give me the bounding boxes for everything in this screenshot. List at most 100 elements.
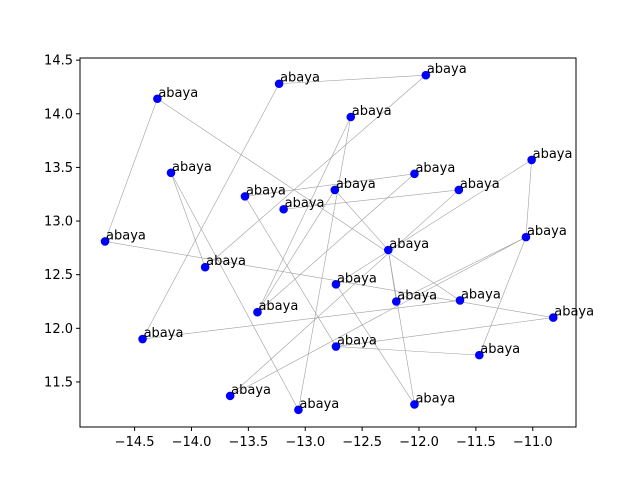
point-label-0: abaya xyxy=(106,228,146,243)
connection-line-20 xyxy=(335,284,415,405)
plot-frame xyxy=(79,57,577,428)
y-tick-label-4: 13.5 xyxy=(44,161,73,176)
data-point-19 xyxy=(475,350,484,360)
point-label-12: abaya xyxy=(527,224,567,239)
connection-line-5 xyxy=(257,173,415,313)
x-tick-label-0: −14.5 xyxy=(115,435,155,450)
point-label-20: abaya xyxy=(231,383,271,398)
point-label-2: abaya xyxy=(461,287,501,302)
y-tick-label-0: 11.5 xyxy=(44,375,73,390)
connection-line-26 xyxy=(335,346,480,356)
connection-line-27 xyxy=(244,196,337,347)
connection-line-2 xyxy=(157,98,461,301)
connection-line-13 xyxy=(142,83,280,340)
point-label-16: abaya xyxy=(397,288,437,303)
data-point-1 xyxy=(153,94,162,104)
connection-lines xyxy=(104,74,554,410)
data-point-3 xyxy=(253,307,262,317)
connection-line-0 xyxy=(104,98,158,242)
connection-line-1 xyxy=(104,241,554,318)
connection-line-3 xyxy=(142,300,460,340)
data-point-17 xyxy=(548,313,558,322)
connection-line-4 xyxy=(335,317,554,347)
data-point-20 xyxy=(225,391,235,401)
point-labels: abayaabayaabayaabayaabayaabayaabayaabaya… xyxy=(106,62,594,412)
y-tick-label-3: 13.0 xyxy=(44,215,73,230)
connection-line-19 xyxy=(335,159,532,285)
connection-line-25 xyxy=(479,237,527,356)
x-axis-ticks: −14.5 −14.0 −13.5 −13.0 −12.5 −12.0 −11.5 −11.0 xyxy=(115,427,553,450)
point-label-8: abaya xyxy=(285,196,325,211)
point-label-3: abaya xyxy=(258,299,298,314)
point-label-5: abaya xyxy=(172,160,212,175)
data-point-25 xyxy=(346,112,356,122)
x-tick-label-4: −12.5 xyxy=(342,435,382,450)
data-point-22 xyxy=(200,262,210,272)
data-point-12 xyxy=(521,232,531,242)
data-point-23 xyxy=(274,79,284,89)
connection-line-22 xyxy=(283,189,459,210)
y-tick-label-6: 14.5 xyxy=(44,54,73,69)
connection-line-14 xyxy=(334,189,389,251)
data-point-7 xyxy=(330,185,340,195)
point-label-18: abaya xyxy=(337,334,377,349)
point-label-14: abaya xyxy=(246,183,286,198)
data-point-11 xyxy=(410,400,419,409)
point-label-4: abaya xyxy=(415,161,455,176)
point-label-23: abaya xyxy=(280,71,320,86)
connection-line-10 xyxy=(170,172,206,268)
point-label-21: abaya xyxy=(144,326,184,341)
x-tick-label-5: −12.0 xyxy=(399,435,439,450)
data-point-21 xyxy=(138,334,147,344)
data-point-6 xyxy=(294,405,303,415)
point-label-22: abaya xyxy=(206,254,246,269)
x-tick-label-3: −13.0 xyxy=(285,435,325,450)
data-point-15 xyxy=(331,280,341,289)
point-label-7: abaya xyxy=(336,177,376,192)
data-point-16 xyxy=(391,297,401,306)
point-label-13: abaya xyxy=(533,147,573,162)
point-label-9: abaya xyxy=(460,177,500,192)
data-point-5 xyxy=(166,168,176,178)
x-tick-label-2: −13.5 xyxy=(228,435,268,450)
data-point-0 xyxy=(100,237,110,246)
data-point-14 xyxy=(240,192,250,201)
data-point-9 xyxy=(454,185,464,195)
connection-line-7 xyxy=(257,116,352,313)
connection-line-21 xyxy=(387,249,415,405)
connection-line-18 xyxy=(525,159,532,238)
data-point-4 xyxy=(410,169,419,179)
point-label-17: abaya xyxy=(554,305,594,320)
point-label-25: abaya xyxy=(352,104,392,119)
y-tick-label-5: 14.0 xyxy=(44,107,73,122)
point-label-1: abaya xyxy=(158,86,198,101)
connection-line-12 xyxy=(279,74,426,85)
connection-line-15 xyxy=(257,189,336,313)
connection-line-11 xyxy=(204,74,427,268)
x-tick-label-6: −11.5 xyxy=(456,435,496,450)
y-axis-ticks: 11.5 12.0 12.5 13.0 13.5 14.0 14.5 xyxy=(44,54,80,390)
connection-line-23 xyxy=(229,189,460,397)
data-point-24 xyxy=(421,70,431,80)
connection-line-24 xyxy=(230,236,527,397)
point-label-24: abaya xyxy=(427,62,467,77)
data-point-10 xyxy=(383,245,393,255)
x-tick-label-7: −11.0 xyxy=(513,435,553,450)
connection-line-6 xyxy=(244,173,415,197)
y-tick-label-1: 12.0 xyxy=(44,322,73,337)
point-label-15: abaya xyxy=(337,271,377,286)
y-tick-label-2: 12.5 xyxy=(44,268,73,283)
point-label-11: abaya xyxy=(415,391,455,406)
x-tick-label-1: −14.0 xyxy=(172,435,212,450)
point-label-6: abaya xyxy=(299,397,339,412)
data-point-18 xyxy=(331,342,341,351)
data-point-8 xyxy=(279,204,288,214)
point-label-19: abaya xyxy=(480,342,520,357)
connection-line-8 xyxy=(298,116,352,410)
connection-line-17 xyxy=(396,236,527,302)
point-label-10: abaya xyxy=(389,237,429,252)
data-point-2 xyxy=(455,296,465,305)
data-points xyxy=(100,70,558,415)
data-point-13 xyxy=(527,155,536,165)
